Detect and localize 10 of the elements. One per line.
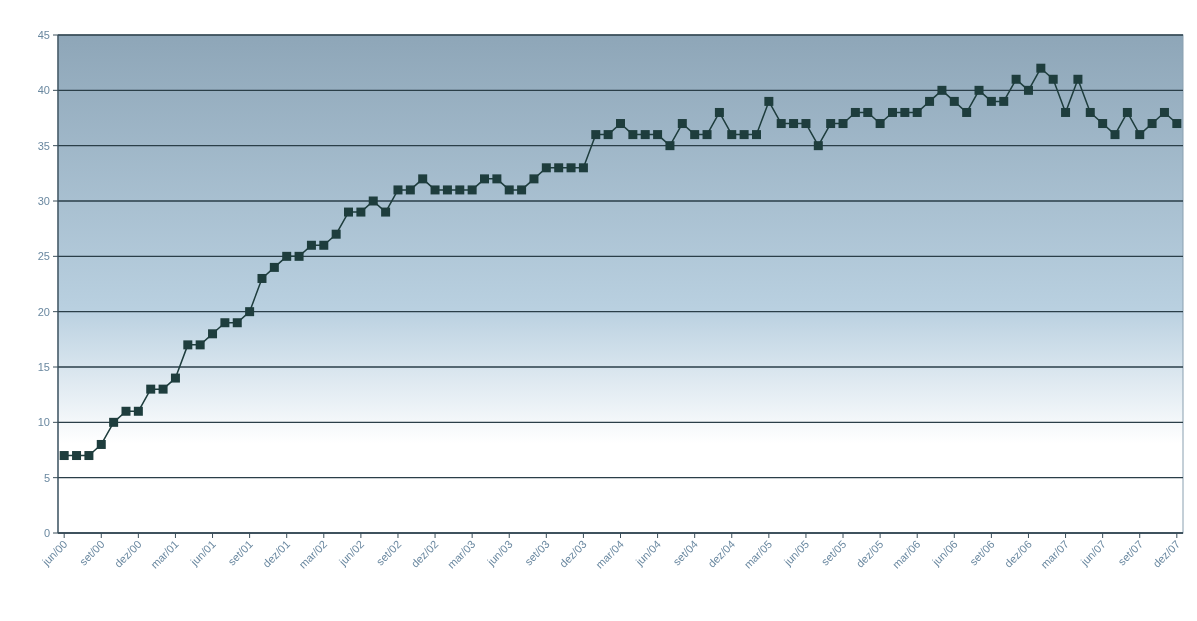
y-tick-label: 0 — [43, 526, 50, 539]
y-tick-label: 45 — [37, 28, 50, 41]
y-tick-label: 35 — [37, 139, 50, 152]
y-tick-label: 40 — [37, 84, 50, 97]
y-tick-label: 20 — [37, 305, 50, 318]
y-tick-label: 5 — [43, 471, 50, 484]
y-tick-label: 25 — [37, 250, 50, 263]
y-tick-label: 30 — [37, 194, 50, 207]
y-tick-label: 15 — [37, 360, 50, 373]
y-tick-label: 10 — [37, 416, 50, 429]
